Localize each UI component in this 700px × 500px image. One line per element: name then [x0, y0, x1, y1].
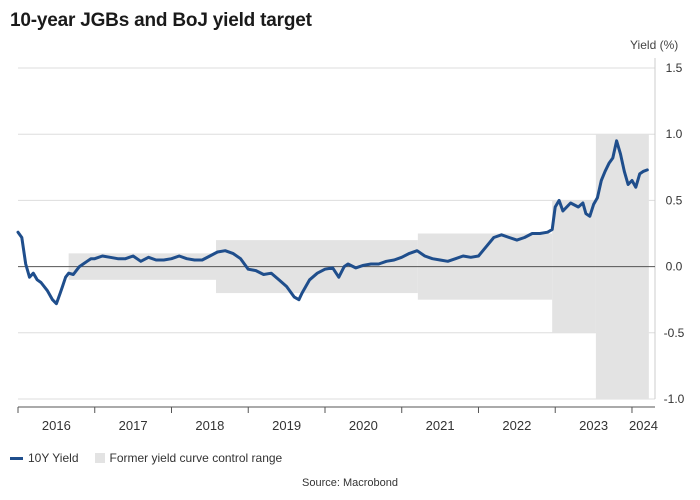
- y-tick-label: -1.0: [664, 392, 685, 406]
- series-line-10y-yield: [16, 139, 649, 306]
- legend-swatch-band: [94, 453, 105, 463]
- legend-label-band: Former yield curve control range: [109, 451, 283, 465]
- y-tick-label: 1.0: [666, 127, 683, 141]
- x-tick-label: 2017: [119, 418, 148, 433]
- y-axis-label: Yield (%): [630, 38, 679, 52]
- x-tick-label: 2020: [349, 418, 378, 433]
- legend: 10Y Yield Former yield curve control ran…: [10, 451, 298, 465]
- legend-item-yield: 10Y Yield: [10, 451, 79, 465]
- y-tick-label: 0.5: [666, 193, 683, 207]
- x-tick-label: 2019: [272, 418, 301, 433]
- x-tick-label: 2021: [426, 418, 455, 433]
- x-tick-label: 2023: [579, 418, 608, 433]
- y-tick-label: 0.0: [666, 260, 683, 274]
- legend-label-yield: 10Y Yield: [28, 451, 79, 465]
- x-tick-label: 2024: [629, 418, 658, 433]
- x-tick-label: 2018: [195, 418, 224, 433]
- y-tick-label: -0.5: [664, 326, 685, 340]
- legend-swatch-line: [10, 456, 23, 460]
- source-note: Source: Macrobond: [302, 477, 398, 489]
- chart-title: 10-year JGBs and BoJ yield target: [10, 10, 312, 31]
- y-tick-label: 1.5: [666, 61, 683, 75]
- legend-item-band: Former yield curve control range: [94, 451, 283, 465]
- x-tick-label: 2022: [502, 418, 531, 433]
- x-tick-label: 2016: [42, 418, 71, 433]
